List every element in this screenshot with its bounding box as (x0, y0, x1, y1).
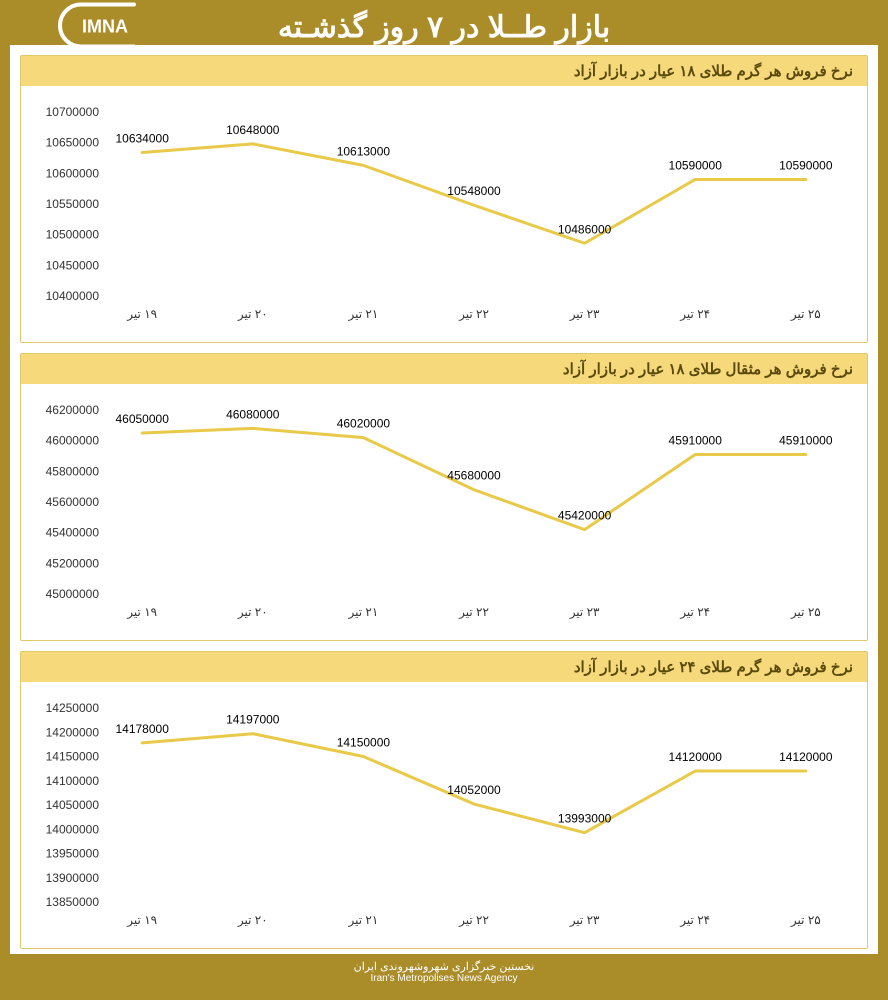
data-label: 14150000 (337, 736, 391, 750)
y-tick-label: 10700000 (46, 105, 100, 119)
data-label: 10613000 (337, 144, 391, 158)
x-tick-label: ۲۰ تیر (237, 307, 268, 321)
y-tick-label: 14100000 (46, 774, 100, 788)
data-label: 10486000 (558, 222, 612, 236)
x-tick-label: ۲۴ تیر (679, 913, 710, 927)
x-tick-label: ۲۲ تیر (458, 605, 489, 619)
x-tick-label: ۲۳ تیر (569, 913, 600, 927)
data-label: 46050000 (115, 412, 169, 426)
chart-card: نرخ فروش هر مثقال طلای ۱۸ عیار در بازار … (20, 353, 868, 641)
imna-logo: IMNA (26, 2, 136, 53)
data-label: 10648000 (226, 123, 280, 137)
data-label: 45910000 (669, 433, 723, 447)
footer-bar: نخستین خبرگزاری شهروشهروندی ایران Iran's… (10, 953, 878, 992)
line-chart: 45000000 45200000 45400000 45600000 45800000… (29, 392, 859, 632)
y-tick-label: 13950000 (46, 847, 100, 861)
chart-body: 13850000 13900000 13950000 14000000 14050000… (21, 682, 867, 948)
y-tick-label: 14000000 (46, 822, 100, 836)
page-frame: بازار طــلا در ۷ روز گذشـته IMNA نرخ فرو… (0, 0, 888, 1000)
y-tick-label: 45000000 (46, 587, 100, 601)
charts-container: نرخ فروش هر گرم طلای ۱۸ عیار در بازار آز… (10, 45, 878, 953)
y-tick-label: 10450000 (46, 258, 100, 272)
data-label: 14197000 (226, 713, 280, 727)
x-tick-label: ۲۳ تیر (569, 307, 600, 321)
data-label: 45420000 (558, 509, 612, 523)
x-tick-label: ۲۵ تیر (790, 605, 821, 619)
y-tick-label: 13900000 (46, 871, 100, 885)
data-label: 46080000 (226, 407, 280, 421)
chart-title: نرخ فروش هر گرم طلای ۲۴ عیار در بازار آز… (21, 652, 867, 682)
data-label: 10590000 (669, 158, 723, 172)
x-tick-label: ۲۳ تیر (569, 605, 600, 619)
x-tick-label: ۲۵ تیر (790, 913, 821, 927)
data-label: 10548000 (447, 184, 501, 198)
y-tick-label: 10550000 (46, 197, 100, 211)
line-chart: 10400000 10450000 10500000 10550000 10600000… (29, 94, 859, 334)
chart-body: 10400000 10450000 10500000 10550000 10600000… (21, 86, 867, 342)
y-tick-label: 46200000 (46, 403, 100, 417)
x-tick-label: ۲۲ تیر (458, 913, 489, 927)
x-tick-label: ۲۴ تیر (679, 307, 710, 321)
data-label: 10634000 (115, 131, 169, 145)
footer-text-en: Iran's Metropolises News Agency (10, 973, 878, 984)
data-label: 45910000 (779, 433, 833, 447)
x-tick-label: ۲۰ تیر (237, 605, 268, 619)
page-title: بازار طــلا در ۷ روز گذشـته (278, 10, 610, 45)
y-tick-label: 14250000 (46, 701, 100, 715)
chart-card: نرخ فروش هر گرم طلای ۱۸ عیار در بازار آز… (20, 55, 868, 343)
y-tick-label: 14150000 (46, 750, 100, 764)
data-label: 14052000 (447, 783, 501, 797)
chart-card: نرخ فروش هر گرم طلای ۲۴ عیار در بازار آز… (20, 651, 868, 949)
data-label: 10590000 (779, 158, 833, 172)
data-label: 14178000 (115, 722, 169, 736)
x-tick-label: ۲۱ تیر (347, 605, 378, 619)
y-tick-label: 45400000 (46, 526, 100, 540)
data-label: 46020000 (337, 417, 391, 431)
y-tick-label: 14200000 (46, 725, 100, 739)
x-tick-label: ۲۱ تیر (347, 913, 378, 927)
data-label: 45680000 (447, 469, 501, 483)
chart-title: نرخ فروش هر مثقال طلای ۱۸ عیار در بازار … (21, 354, 867, 384)
chart-body: 45000000 45200000 45400000 45600000 45800000… (21, 384, 867, 640)
y-tick-label: 10600000 (46, 166, 100, 180)
x-tick-label: ۲۰ تیر (237, 913, 268, 927)
y-tick-label: 45800000 (46, 464, 100, 478)
y-tick-label: 10500000 (46, 228, 100, 242)
data-label: 14120000 (779, 750, 833, 764)
y-tick-label: 46000000 (46, 434, 100, 448)
y-tick-label: 10650000 (46, 136, 100, 150)
x-tick-label: ۲۵ تیر (790, 307, 821, 321)
footer-text-fa: نخستین خبرگزاری شهروشهروندی ایران (10, 960, 878, 973)
x-tick-label: ۲۴ تیر (679, 605, 710, 619)
x-tick-label: ۲۱ تیر (347, 307, 378, 321)
data-label: 13993000 (558, 812, 612, 826)
y-tick-label: 14050000 (46, 798, 100, 812)
y-tick-label: 45600000 (46, 495, 100, 509)
x-tick-label: ۱۹ تیر (126, 913, 157, 927)
y-tick-label: 45200000 (46, 556, 100, 570)
svg-text:IMNA: IMNA (82, 16, 128, 36)
line-chart: 13850000 13900000 13950000 14000000 14050000… (29, 690, 859, 940)
x-tick-label: ۱۹ تیر (126, 605, 157, 619)
x-tick-label: ۱۹ تیر (126, 307, 157, 321)
header-bar: بازار طــلا در ۷ روز گذشـته IMNA (10, 10, 878, 45)
y-tick-label: 10400000 (46, 289, 100, 303)
chart-title: نرخ فروش هر گرم طلای ۱۸ عیار در بازار آز… (21, 56, 867, 86)
x-tick-label: ۲۲ تیر (458, 307, 489, 321)
y-tick-label: 13850000 (46, 895, 100, 909)
data-label: 14120000 (669, 750, 723, 764)
